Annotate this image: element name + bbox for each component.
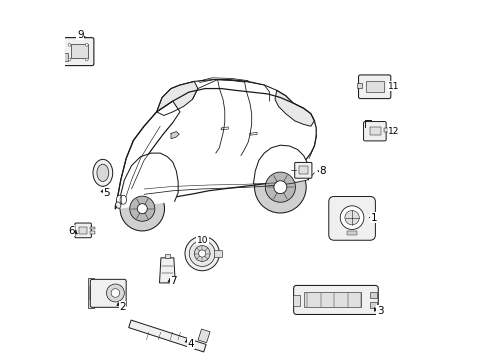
- Bar: [79, 226, 86, 234]
- Bar: [64, 53, 68, 61]
- Text: 2: 2: [119, 302, 125, 312]
- Polygon shape: [253, 145, 308, 184]
- Polygon shape: [115, 89, 316, 209]
- Text: 4: 4: [187, 338, 194, 348]
- Bar: [90, 226, 94, 229]
- FancyBboxPatch shape: [294, 162, 311, 178]
- Polygon shape: [156, 81, 198, 116]
- Bar: [303, 292, 360, 307]
- Circle shape: [85, 43, 88, 46]
- Bar: [128, 320, 206, 352]
- Polygon shape: [159, 258, 175, 283]
- FancyBboxPatch shape: [358, 75, 390, 99]
- Circle shape: [111, 289, 120, 297]
- Polygon shape: [274, 90, 314, 126]
- Text: 6: 6: [68, 226, 75, 236]
- Bar: [366, 81, 383, 92]
- Bar: [369, 127, 381, 135]
- FancyBboxPatch shape: [363, 122, 386, 141]
- Bar: [299, 166, 308, 174]
- Circle shape: [106, 284, 124, 302]
- Circle shape: [120, 186, 164, 231]
- Polygon shape: [171, 132, 179, 139]
- FancyBboxPatch shape: [328, 197, 375, 240]
- Circle shape: [85, 58, 88, 61]
- FancyBboxPatch shape: [63, 38, 94, 66]
- Bar: [386, 83, 393, 89]
- Circle shape: [194, 246, 210, 261]
- Circle shape: [137, 204, 147, 214]
- Bar: [70, 44, 88, 58]
- Bar: [369, 292, 376, 298]
- FancyBboxPatch shape: [293, 285, 378, 315]
- Text: 3: 3: [376, 306, 383, 315]
- Ellipse shape: [93, 159, 112, 186]
- Text: 1: 1: [370, 213, 377, 222]
- Circle shape: [254, 161, 305, 213]
- Ellipse shape: [116, 202, 121, 208]
- Circle shape: [198, 250, 205, 257]
- Bar: [198, 329, 210, 343]
- Circle shape: [273, 181, 286, 194]
- Ellipse shape: [97, 164, 108, 181]
- Circle shape: [184, 236, 219, 271]
- Circle shape: [129, 196, 155, 221]
- Text: 12: 12: [387, 127, 399, 136]
- Circle shape: [189, 240, 215, 266]
- Circle shape: [68, 58, 71, 61]
- Bar: [384, 128, 388, 132]
- Text: 11: 11: [387, 82, 398, 91]
- FancyBboxPatch shape: [90, 279, 126, 307]
- Bar: [356, 83, 361, 88]
- Polygon shape: [119, 153, 178, 209]
- Circle shape: [340, 206, 363, 229]
- Circle shape: [344, 211, 359, 225]
- Circle shape: [265, 172, 295, 202]
- Text: 5: 5: [103, 188, 109, 198]
- Polygon shape: [115, 101, 180, 209]
- Ellipse shape: [116, 195, 122, 204]
- Circle shape: [68, 43, 71, 46]
- Text: 8: 8: [319, 166, 325, 176]
- Text: 9: 9: [77, 30, 83, 40]
- Ellipse shape: [120, 195, 126, 204]
- Text: 7: 7: [170, 276, 177, 286]
- Bar: [214, 250, 222, 257]
- Bar: [164, 253, 170, 258]
- Bar: [90, 231, 94, 234]
- Bar: [88, 278, 94, 308]
- FancyBboxPatch shape: [75, 223, 91, 238]
- Bar: [369, 302, 376, 308]
- Bar: [346, 231, 356, 235]
- Bar: [292, 295, 300, 306]
- Text: 10: 10: [196, 236, 208, 245]
